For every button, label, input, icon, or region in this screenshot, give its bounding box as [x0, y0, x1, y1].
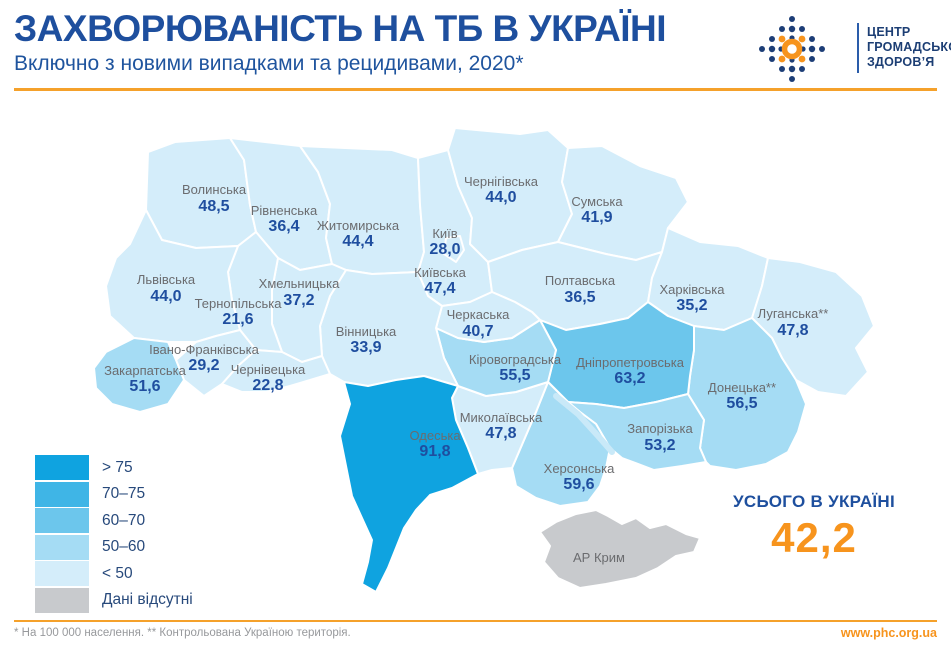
region-label: Рівненська: [251, 203, 318, 218]
region-label: Чернівецька: [231, 362, 306, 377]
region-value: 21,6: [222, 311, 253, 328]
header: ЗАХВОРЮВАНІСТЬ НА ТБ В УКРАЇНІ Включно з…: [0, 0, 951, 92]
region-label: Кіровоградська: [469, 352, 562, 367]
legend-swatch: [35, 587, 89, 613]
region-crimea: [539, 509, 701, 589]
page-title: ЗАХВОРЮВАНІСТЬ НА ТБ В УКРАЇНІ: [14, 8, 667, 49]
region-value: 41,9: [581, 209, 612, 226]
phc-logo: ЦЕНТР ГРОМАДСЬКОГО ЗДОРОВ’Я: [739, 6, 951, 86]
legend-row: Дані відсутні: [35, 587, 193, 613]
region-label: Одеська: [409, 428, 461, 443]
logo-org-line: ГРОМАДСЬКОГО: [867, 40, 951, 54]
region-label: Харківська: [660, 282, 726, 297]
region-value: 37,2: [283, 292, 314, 309]
region-label: Чернігівська: [464, 174, 539, 189]
legend-swatch: [35, 508, 89, 533]
legend-label: 70–75: [102, 485, 146, 502]
region-label: Запорізька: [627, 421, 693, 436]
footer-divider: [14, 620, 937, 622]
logo-org-name: ЦЕНТР ГРОМАДСЬКОГО ЗДОРОВ’Я: [867, 25, 951, 70]
region-label: Черкаська: [447, 307, 511, 322]
page-subtitle: Включно з новими випадками та рецидивами…: [14, 52, 524, 75]
region-label: Полтавська: [545, 273, 616, 288]
region-label: Миколаївська: [460, 410, 543, 425]
region-value: 55,5: [499, 367, 530, 384]
logo-org-line: ЗДОРОВ’Я: [867, 55, 935, 69]
region-value: 35,2: [676, 297, 707, 314]
region-chernivetska: [221, 349, 331, 393]
legend-label: < 50: [102, 564, 133, 582]
region-labels: Волинська 48,5 Рівненська 36,4 Житомирсь…: [104, 174, 828, 565]
region-value: 51,6: [129, 378, 160, 395]
region-label: Херсонська: [544, 461, 615, 476]
total-value: 42,2: [771, 514, 857, 561]
region-label: Сумська: [571, 194, 623, 209]
legend-label: Дані відсутні: [102, 591, 193, 608]
region-value: 47,4: [424, 280, 455, 297]
legend-swatch: [35, 561, 89, 586]
region-value: 63,2: [614, 370, 645, 387]
region-label: Івано-Франківська: [149, 342, 259, 357]
region-label: Луганська**: [758, 306, 829, 321]
logo-center-ring: [781, 38, 803, 60]
region-label: Київ: [432, 226, 457, 241]
region-zakarpatska: [93, 337, 185, 413]
footer-note: * На 100 000 населення. ** Контрольована…: [14, 627, 351, 639]
legend-swatch: [35, 455, 89, 480]
region-kyiv-city: [443, 235, 465, 263]
legend-label: > 75: [102, 458, 133, 476]
legend-row: 50–60: [35, 534, 193, 560]
region-value: 22,8: [252, 377, 283, 394]
region-value: 56,5: [726, 395, 757, 412]
map-legend: > 75 70–75 60–70 50–60 < 50 Дані відсутн…: [35, 455, 193, 614]
region-value: 29,2: [188, 357, 219, 374]
region-label: Житомирська: [317, 218, 400, 233]
region-label: Тернопільська: [195, 296, 283, 311]
logo-org-line: ЦЕНТР: [867, 25, 911, 39]
region-value: 28,0: [429, 241, 460, 258]
kakhovka-reservoir-water: [553, 393, 615, 455]
region-label: Вінницька: [336, 324, 397, 339]
footer-website: www.phc.org.ua: [840, 626, 937, 640]
region-value: 44,0: [485, 189, 516, 206]
region-value: 48,5: [198, 198, 229, 215]
header-divider: [14, 88, 937, 91]
region-label: Львівська: [137, 272, 196, 287]
region-value: 44,4: [342, 233, 373, 250]
region-label: Хмельницька: [259, 276, 340, 291]
region-label: Дніпропетровська: [576, 355, 685, 370]
region-label: Донецька**: [708, 380, 776, 395]
region-value: 47,8: [777, 322, 808, 339]
region-value: 40,7: [462, 323, 493, 340]
legend-swatch: [35, 481, 89, 507]
region-label: Київська: [414, 265, 466, 280]
region-value: 36,5: [564, 289, 595, 306]
legend-row: 60–70: [35, 508, 193, 533]
legend-row: < 50: [35, 561, 193, 586]
logo-blue-dots: [759, 16, 825, 82]
region-value: 47,8: [485, 425, 516, 442]
region-odeska: [339, 375, 479, 593]
region-value: 59,6: [563, 476, 594, 493]
region-value: 53,2: [644, 437, 675, 454]
region-value: 36,4: [268, 218, 299, 235]
legend-row: 70–75: [35, 481, 193, 507]
region-value: 33,9: [350, 339, 381, 356]
region-value: 91,8: [419, 443, 450, 460]
legend-label: 60–70: [102, 511, 146, 529]
logo-divider: [857, 23, 859, 73]
legend-row: > 75: [35, 455, 193, 480]
region-label: Волинська: [182, 182, 247, 197]
region-label: Закарпатська: [104, 363, 187, 378]
phc-logo-icon: [759, 16, 825, 82]
legend-label: 50–60: [102, 538, 146, 555]
region-value: 44,0: [150, 288, 181, 305]
total-block: УСЬОГО В УКРАЇНІ 42,2: [703, 492, 925, 562]
legend-swatch: [35, 534, 89, 560]
total-label: УСЬОГО В УКРАЇНІ: [733, 492, 895, 511]
region-label: АР Крим: [573, 550, 625, 565]
region-cherkaska: [435, 291, 541, 343]
logo-orange-dots: [778, 35, 806, 63]
